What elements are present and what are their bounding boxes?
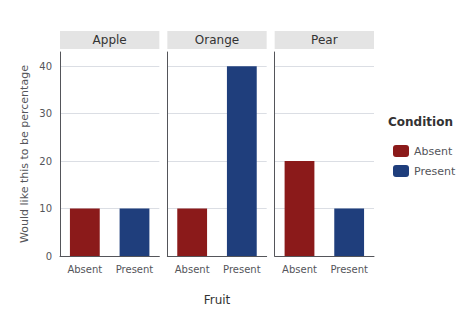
- svg-text:Present: Present: [330, 264, 368, 275]
- svg-text:20: 20: [39, 156, 52, 167]
- svg-text:Pear: Pear: [311, 33, 338, 47]
- svg-text:Absent: Absent: [282, 264, 317, 275]
- svg-text:Absent: Absent: [414, 145, 453, 158]
- svg-text:Apple: Apple: [93, 33, 127, 47]
- svg-text:10: 10: [39, 203, 52, 214]
- svg-text:Present: Present: [116, 264, 154, 275]
- svg-text:Orange: Orange: [195, 33, 239, 47]
- svg-text:40: 40: [39, 61, 52, 72]
- svg-text:Condition: Condition: [388, 115, 453, 129]
- svg-text:Absent: Absent: [175, 264, 210, 275]
- svg-text:30: 30: [39, 108, 52, 119]
- svg-text:Absent: Absent: [67, 264, 102, 275]
- svg-text:0: 0: [46, 251, 52, 262]
- svg-text:Present: Present: [223, 264, 261, 275]
- svg-text:Present: Present: [414, 165, 456, 178]
- svg-text:Fruit: Fruit: [204, 293, 231, 307]
- svg-text:Would like this to be percenta: Would like this to be percentage: [18, 65, 31, 243]
